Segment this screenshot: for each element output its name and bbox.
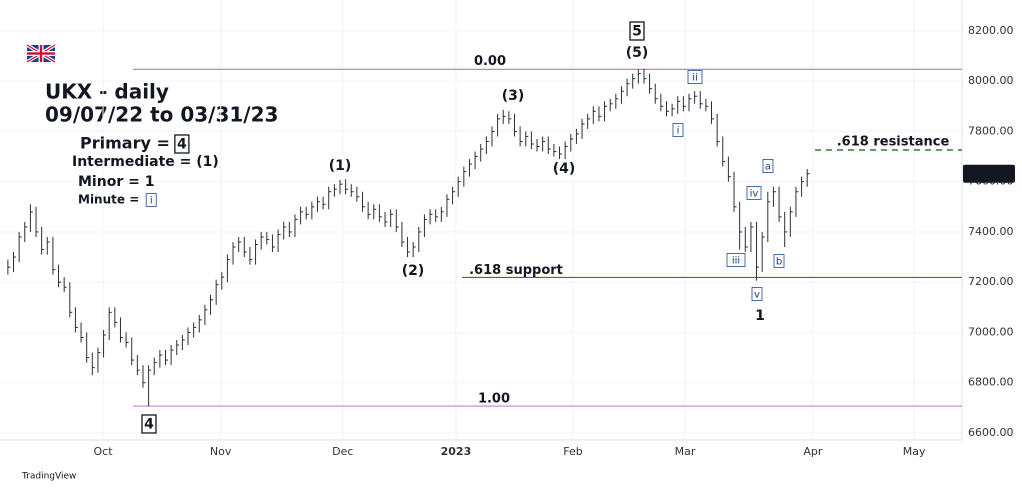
x-tick-label: Apr <box>803 445 823 458</box>
label-box <box>687 70 703 84</box>
x-tick-label: Dec <box>332 445 353 458</box>
fib-level-label: .618 support <box>469 263 563 278</box>
wave-label: (5) <box>626 45 649 61</box>
boxed-label: i <box>677 126 680 137</box>
wave-label: (4) <box>553 161 576 177</box>
wave-label: (2) <box>402 263 425 279</box>
legend-line: Minute = <box>78 193 139 207</box>
label-box <box>629 21 645 41</box>
boxed-label: ii <box>692 73 698 84</box>
fib-level-label: 0.00 <box>474 54 506 69</box>
y-tick-label: 8000.00 <box>968 74 1014 87</box>
last-price-label: 7631.75 <box>964 167 1014 180</box>
label-box <box>746 186 762 200</box>
wave-label: 1 <box>755 308 765 324</box>
boxed-label: b <box>776 257 782 268</box>
boxed-label: 5 <box>632 24 642 40</box>
label-box <box>145 193 157 207</box>
fib-level-label: 1.00 <box>478 392 510 407</box>
x-tick-label: Nov <box>210 445 232 458</box>
boxed-label: 4 <box>177 137 187 153</box>
boxed-label: i <box>150 196 153 207</box>
x-tick-label: Oct <box>93 445 113 458</box>
y-tick-label: 8200.00 <box>968 24 1014 37</box>
label-box <box>726 253 746 267</box>
y-tick-label: 6600.00 <box>968 426 1014 439</box>
boxed-label: v <box>754 290 760 301</box>
y-tick-label: 7800.00 <box>968 124 1014 137</box>
y-tick-label: 7200.00 <box>968 275 1014 288</box>
last-price-tag <box>963 164 1015 183</box>
boxed-label: 4 <box>144 417 154 433</box>
label-box <box>141 414 157 434</box>
label-box <box>773 254 785 268</box>
y-tick-label: 6800.00 <box>968 376 1014 389</box>
legend-line: Minor = 1 <box>78 174 154 190</box>
label-box <box>751 287 763 301</box>
chart-subtitle: 09/07/22 to 03/31/23 <box>45 103 278 127</box>
label-box <box>762 159 774 173</box>
uk-flag <box>26 43 56 64</box>
footer: TradingView <box>21 472 76 482</box>
fib-level-label: .618 resistance <box>837 135 950 150</box>
label-box <box>174 134 190 154</box>
y-tick-label: 7000.00 <box>968 325 1014 338</box>
boxed-label: a <box>765 162 771 173</box>
x-tick-label: Mar <box>675 445 696 458</box>
boxed-label: iii <box>732 256 740 267</box>
wave-label: (3) <box>502 88 525 104</box>
label-box <box>672 123 684 137</box>
x-tick-label: May <box>903 445 926 458</box>
wave-label: (1) <box>329 158 352 174</box>
legend-line: Primary = <box>80 134 170 153</box>
boxed-label: iv <box>750 189 759 200</box>
legend-line: Intermediate = (1) <box>72 154 219 170</box>
x-tick-label: Feb <box>563 445 582 458</box>
chart-title: UKX - daily <box>45 80 169 104</box>
x-tick-label: 2023 <box>441 445 472 458</box>
y-tick-label: 7400.00 <box>968 225 1014 238</box>
